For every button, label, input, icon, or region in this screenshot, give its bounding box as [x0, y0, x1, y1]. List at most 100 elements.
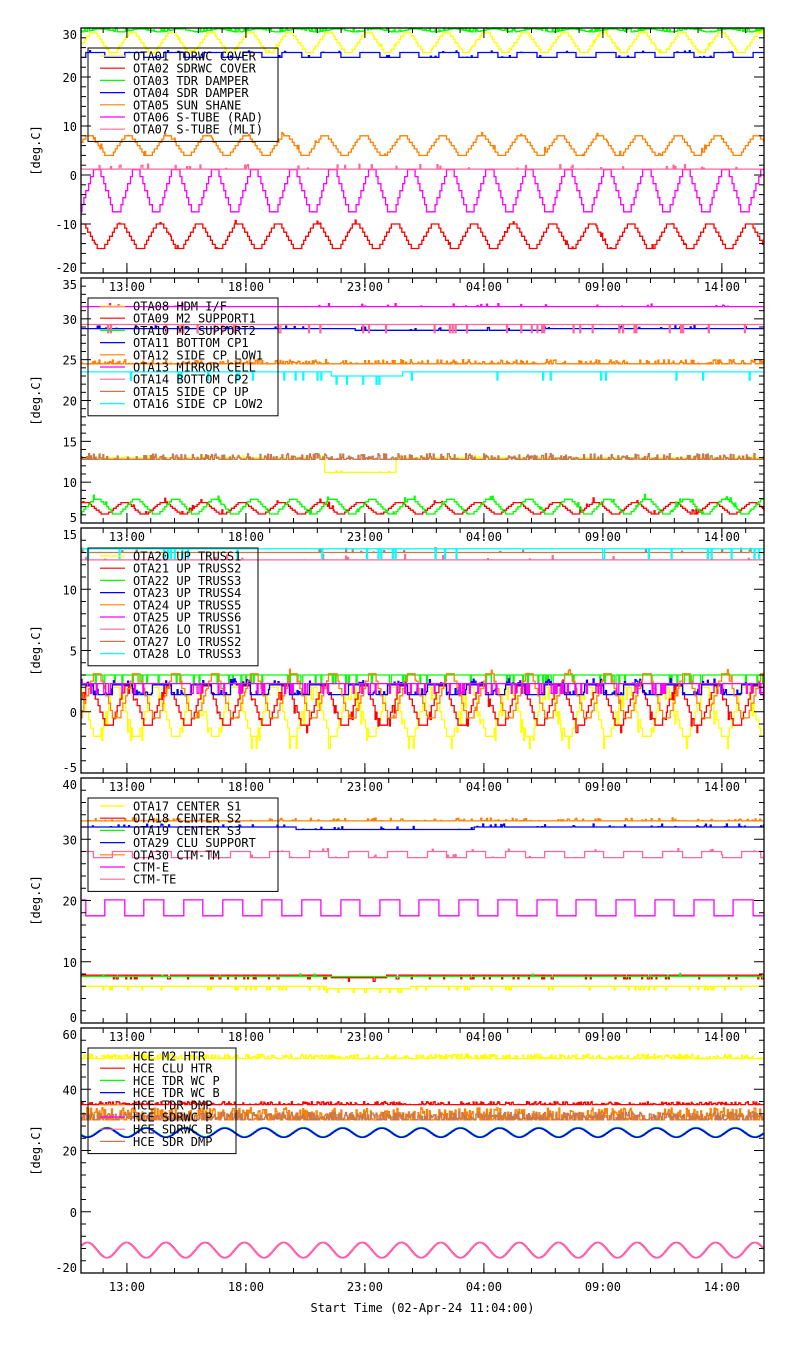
y-tick-label: 30: [63, 313, 77, 327]
y-tick-label: 60: [63, 1028, 77, 1042]
series-line-8: [81, 1111, 765, 1121]
series-line-1: [81, 29, 764, 54]
series-line-2: [81, 974, 765, 983]
legend-box: [87, 297, 279, 417]
legend-label: OTA28 LO TRUSS3: [133, 647, 241, 661]
y-axis-label: [deg.C]: [29, 375, 43, 426]
series-line-4: [81, 1127, 765, 1138]
series-line-2: [81, 1100, 765, 1106]
series-line-6: [81, 899, 764, 917]
legend-label: OTA17 CENTER S1: [133, 800, 241, 814]
series-line-5: [81, 668, 765, 719]
x-tick-label: 23:00: [347, 1280, 383, 1294]
legend-box: [87, 1047, 237, 1155]
legend-label: OTA20 UP TRUSS1: [133, 550, 241, 564]
legend-label: OTA29 CLU SUPPORT: [133, 836, 256, 850]
legend-label: OTA13 MIRROR CELL: [133, 361, 256, 375]
series-line-3: [81, 493, 764, 515]
series-line-1: [81, 1053, 764, 1060]
legend-label: HCE TDR WC P: [133, 1074, 220, 1088]
legend-label: HCE SDR DMP: [133, 1135, 212, 1149]
x-tick-label: 04:00: [466, 1280, 502, 1294]
y-tick-label: 20: [63, 895, 77, 909]
legend-label: HCE SDRWC P: [133, 1111, 212, 1125]
y-tick-label: 15: [63, 528, 77, 542]
y-tick-label: 20: [63, 71, 77, 85]
y-tick-label: 40: [63, 778, 77, 792]
y-tick-label: 10: [63, 476, 77, 490]
series-line-2: [81, 497, 765, 515]
legend-box: [87, 547, 259, 667]
legend-label: OTA01 TDRWC COVER: [133, 50, 257, 64]
legend-label: HCE TDR DMP: [133, 1098, 212, 1112]
legend-label: OTA05 SUN SHANE: [133, 98, 241, 112]
legend-label: OTA03 TDR DAMPER: [133, 74, 249, 88]
y-tick-label: 0: [70, 706, 77, 720]
plot-frame: [80, 27, 765, 274]
series-line-9: [81, 371, 764, 385]
legend-label: OTA21 UP TRUSS2: [133, 562, 241, 576]
y-tick-label: 5: [70, 645, 77, 659]
x-tick-label: 14:00: [704, 1280, 740, 1294]
legend-label: OTA19 CENTER S3: [133, 824, 241, 838]
series-line-8: [81, 547, 764, 554]
legend-label: CTM-TE: [133, 873, 176, 887]
legend-label: OTA02 SDRWC COVER: [133, 62, 257, 76]
y-tick-label: -5: [63, 761, 77, 775]
series-line-8: [81, 452, 765, 460]
x-axis-label: Start Time (02-Apr-24 11:04:00): [311, 1301, 535, 1315]
series-line-6: [81, 302, 764, 308]
y-tick-label: 30: [63, 28, 77, 42]
legend-label: OTA27 LO TRUSS2: [133, 635, 241, 649]
legend-label: OTA15 SIDE CP UP: [133, 385, 249, 399]
y-tick-label: 40: [63, 1083, 77, 1097]
series-line-5: [81, 131, 765, 157]
y-tick-label: 0: [70, 169, 77, 183]
series-line-3: [81, 674, 765, 685]
series-line-7: [81, 847, 765, 859]
y-tick-label: 0: [70, 1206, 77, 1220]
y-tick-label: 15: [63, 435, 77, 449]
legend-label: OTA16 SIDE CP LOW2: [133, 397, 263, 411]
y-tick-label: 30: [63, 833, 77, 847]
legend-label: OTA10 M2 SUPPORT2: [133, 324, 256, 338]
legend-label: HCE CLU HTR: [133, 1062, 213, 1076]
x-tick-label: 18:00: [228, 1280, 264, 1294]
series-line-4: [81, 823, 765, 831]
series-line-5: [81, 817, 764, 822]
legend-box: [87, 47, 279, 142]
y-axis-label: [deg.C]: [29, 625, 43, 676]
x-tick-label: 13:00: [109, 1280, 145, 1294]
legend-label: HCE TDR WC B: [133, 1086, 220, 1100]
legend-label: OTA09 M2 SUPPORT1: [133, 312, 256, 326]
legend-label: OTA11 BOTTOM CP1: [133, 336, 249, 350]
y-tick-label: 0: [70, 1011, 77, 1025]
series-line-3: [81, 972, 764, 978]
legend-label: OTA08 HDM I/F: [133, 300, 227, 314]
y-tick-label: -20: [55, 261, 77, 275]
series-line-6: [81, 682, 765, 695]
series-line-1: [81, 686, 764, 750]
legend-label: OTA14 BOTTOM CP2: [133, 373, 249, 387]
legend-label: OTA04 SDR DAMPER: [133, 86, 249, 100]
y-axis-label: [deg.C]: [29, 875, 43, 926]
y-tick-label: 5: [70, 511, 77, 525]
series-line-1: [81, 985, 764, 994]
y-axis-label: [deg.C]: [29, 1125, 43, 1176]
series-line-7: [81, 554, 764, 561]
y-tick-label: 35: [63, 278, 77, 292]
y-tick-label: 20: [63, 395, 77, 409]
y-axis-label: [deg.C]: [29, 125, 43, 176]
legend-label: OTA23 UP TRUSS4: [133, 586, 241, 600]
legend-label: OTA24 UP TRUSS5: [133, 598, 241, 612]
series-line-5: [81, 359, 765, 365]
series-line-7: [81, 323, 764, 334]
y-tick-label: 20: [63, 1145, 77, 1159]
legend-label: OTA12 SIDE CP LOW1: [133, 348, 263, 362]
legend-label: OTA30 CTM-TM: [133, 848, 220, 862]
legend-label: CTM-E: [133, 861, 169, 875]
legend-label: OTA25 UP TRUSS6: [133, 611, 241, 625]
series-line-9: [81, 548, 764, 560]
series-line-6: [81, 168, 764, 213]
